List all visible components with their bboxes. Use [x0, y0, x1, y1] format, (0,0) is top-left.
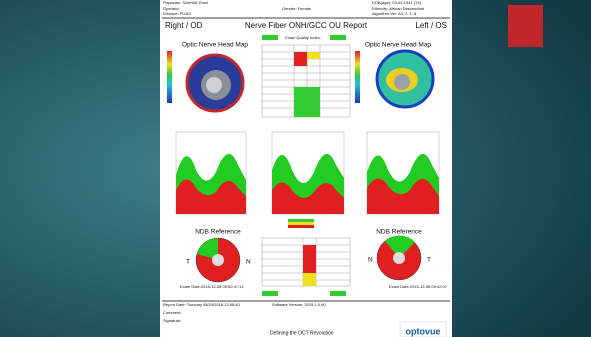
algorithm: Algorithm Ver: A3, 2, 1, 8: [372, 11, 417, 16]
ndb-title: NDB Reference: [195, 229, 241, 236]
axis-label: N: [246, 259, 251, 266]
cell: [303, 273, 316, 286]
comment: Comment:: [163, 310, 181, 315]
badge: [262, 291, 278, 296]
color-scale: [167, 51, 172, 103]
axis-label: N: [368, 257, 373, 264]
badge: [262, 35, 278, 40]
map-title: Optic Nerve Head Map: [365, 42, 431, 49]
right-label: Right / OD: [165, 21, 203, 30]
quality-label: Exam Quality Index:: [285, 35, 321, 40]
cell: [303, 245, 316, 273]
badge: [330, 291, 346, 296]
logo: optovue: [406, 326, 441, 336]
cell: [294, 87, 320, 108]
legend-swatch: [288, 222, 314, 225]
onh-cup: [394, 74, 410, 90]
tagline: Defining the OCT Revolution: [270, 330, 334, 336]
page: {"header": {"physician": "Physician: Sch…: [0, 0, 591, 337]
ndb-center: [212, 254, 224, 266]
axis-label: T: [186, 259, 190, 266]
axis-label: T: [427, 257, 431, 264]
physician: Physician: Schmidt, Erich: [163, 0, 208, 5]
slide: Physician: Schmidt, Erich Operator: Dise…: [0, 0, 591, 337]
accent-block: [508, 5, 543, 47]
dob: DOB(age): 03-02-1941 (74): [372, 0, 422, 5]
cell: [294, 108, 320, 117]
map-title: Optic Nerve Head Map: [182, 42, 248, 49]
software: Software Version: 2015.1.0.90: [272, 302, 326, 307]
report-date: Report Date: Tuesday 08/24/2016 13:58:40: [163, 302, 240, 307]
exam-date: Exam Date:2015-12-08 09:00:47:14: [180, 284, 244, 289]
left-label: Left / OS: [415, 21, 447, 30]
gender: Gender: Female: [282, 6, 312, 11]
legend-swatch: [288, 225, 314, 228]
signature: Signature:: [163, 318, 181, 323]
cell: [294, 52, 307, 66]
cell: [307, 52, 320, 59]
legend-swatch: [288, 219, 314, 222]
exam-date: Exam Date:2015-12-08 09:02:07: [389, 284, 448, 289]
badge: [330, 35, 346, 40]
disease: Disease: POAG: [163, 11, 191, 16]
report-title: Nerve Fiber ONH/GCC OU Report: [245, 21, 368, 30]
onh-cup: [206, 77, 222, 93]
ndb-center: [393, 252, 405, 264]
color-scale: [355, 51, 360, 103]
ndb-title: NDB Reference: [376, 229, 422, 236]
